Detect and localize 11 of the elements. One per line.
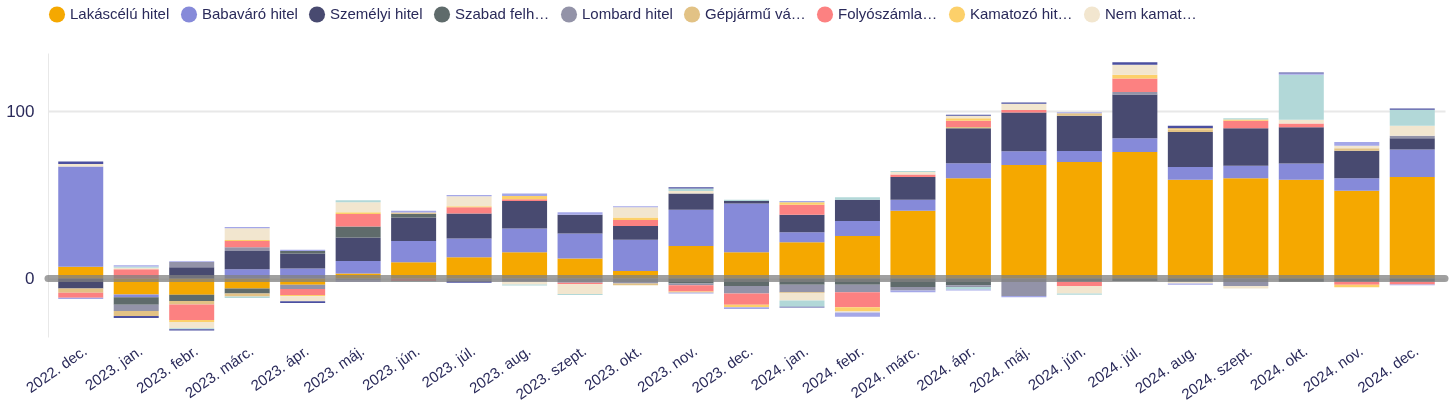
legend-label: Nem kamat… xyxy=(1105,5,1197,23)
legend-label: Lombard hitel xyxy=(582,5,673,23)
legend-label: Kamatozó hit… xyxy=(970,5,1073,23)
legend-label: Személyi hitel xyxy=(330,5,423,23)
legend-label: Gépjármű vá… xyxy=(705,5,806,23)
legend-label: Babaváró hitel xyxy=(202,5,298,23)
legend-label: Lakáscélú hitel xyxy=(70,5,170,23)
legend-label: Szabad felh… xyxy=(455,5,550,23)
y-tick-label: 0 xyxy=(25,269,35,289)
legend-label: Folyószámla… xyxy=(838,5,938,23)
y-tick-label: 100 xyxy=(6,101,35,121)
